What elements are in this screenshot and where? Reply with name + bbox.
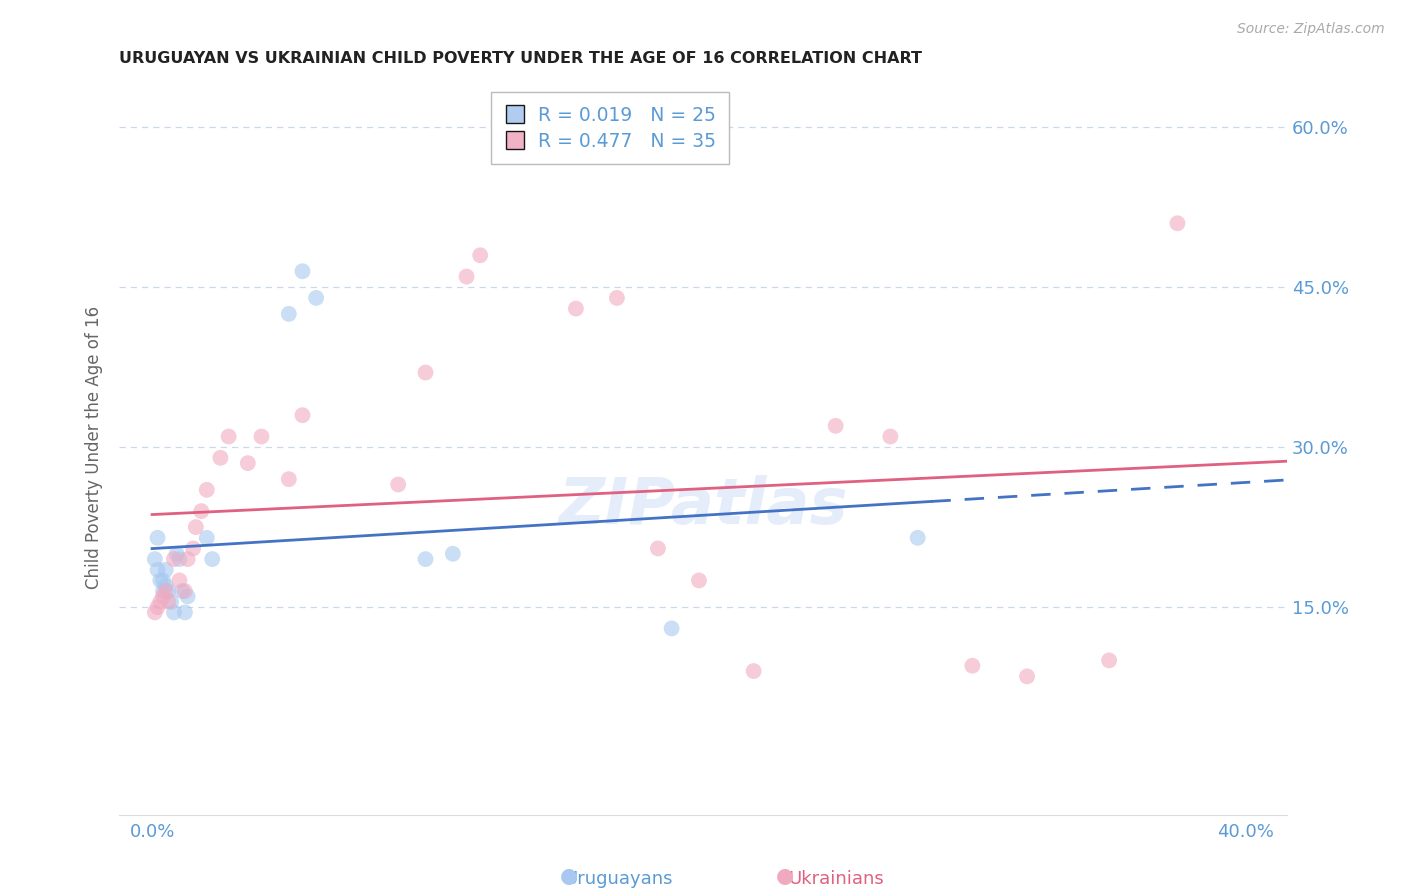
Text: Source: ZipAtlas.com: Source: ZipAtlas.com <box>1237 22 1385 37</box>
Point <box>879 429 901 443</box>
Y-axis label: Child Poverty Under the Age of 16: Child Poverty Under the Age of 16 <box>86 306 103 589</box>
Point <box>176 590 198 604</box>
Point <box>152 584 174 599</box>
Point <box>172 584 194 599</box>
Point <box>824 418 846 433</box>
Point <box>470 248 492 262</box>
Point <box>190 504 212 518</box>
Point <box>149 595 172 609</box>
Point <box>291 408 314 422</box>
Point <box>181 541 204 556</box>
Point <box>1015 669 1038 683</box>
Point <box>169 552 191 566</box>
Point <box>143 552 166 566</box>
Text: ●: ● <box>776 866 793 886</box>
Point <box>157 584 180 599</box>
Point <box>174 606 197 620</box>
Point <box>441 547 464 561</box>
Point <box>169 574 191 588</box>
Point <box>143 606 166 620</box>
Point <box>195 531 218 545</box>
Point <box>305 291 328 305</box>
Point <box>163 552 186 566</box>
Text: ●: ● <box>561 866 578 886</box>
Text: URUGUAYAN VS UKRAINIAN CHILD POVERTY UNDER THE AGE OF 16 CORRELATION CHART: URUGUAYAN VS UKRAINIAN CHILD POVERTY UND… <box>120 51 922 66</box>
Point <box>1166 216 1188 230</box>
Point <box>163 606 186 620</box>
Point <box>201 552 224 566</box>
Text: Uruguayans: Uruguayans <box>564 870 673 888</box>
Point <box>155 563 177 577</box>
Point <box>647 541 669 556</box>
Point <box>184 520 207 534</box>
Point <box>236 456 259 470</box>
Point <box>565 301 588 316</box>
Point <box>174 584 197 599</box>
Point <box>456 269 478 284</box>
Point <box>277 307 299 321</box>
Point <box>277 472 299 486</box>
Point <box>688 574 710 588</box>
Point <box>209 450 232 465</box>
Point <box>146 563 169 577</box>
Text: ZIPatlas: ZIPatlas <box>558 475 848 537</box>
Point <box>149 574 172 588</box>
Point <box>160 595 183 609</box>
Point <box>415 552 437 566</box>
Point <box>152 574 174 588</box>
Point <box>176 552 198 566</box>
Text: Ukrainians: Ukrainians <box>789 870 884 888</box>
Point <box>250 429 273 443</box>
Point <box>152 590 174 604</box>
Point <box>1098 653 1121 667</box>
Point <box>291 264 314 278</box>
Point <box>218 429 240 443</box>
Point <box>415 366 437 380</box>
Point <box>155 584 177 599</box>
Point <box>195 483 218 497</box>
Point <box>146 531 169 545</box>
Point <box>146 600 169 615</box>
Point <box>962 658 984 673</box>
Point <box>606 291 628 305</box>
Point <box>166 547 188 561</box>
Point <box>157 595 180 609</box>
Legend: R = 0.019   N = 25, R = 0.477   N = 35: R = 0.019 N = 25, R = 0.477 N = 35 <box>491 93 728 164</box>
Point <box>387 477 409 491</box>
Point <box>907 531 929 545</box>
Point <box>742 664 765 678</box>
Point <box>155 579 177 593</box>
Point <box>661 621 683 635</box>
